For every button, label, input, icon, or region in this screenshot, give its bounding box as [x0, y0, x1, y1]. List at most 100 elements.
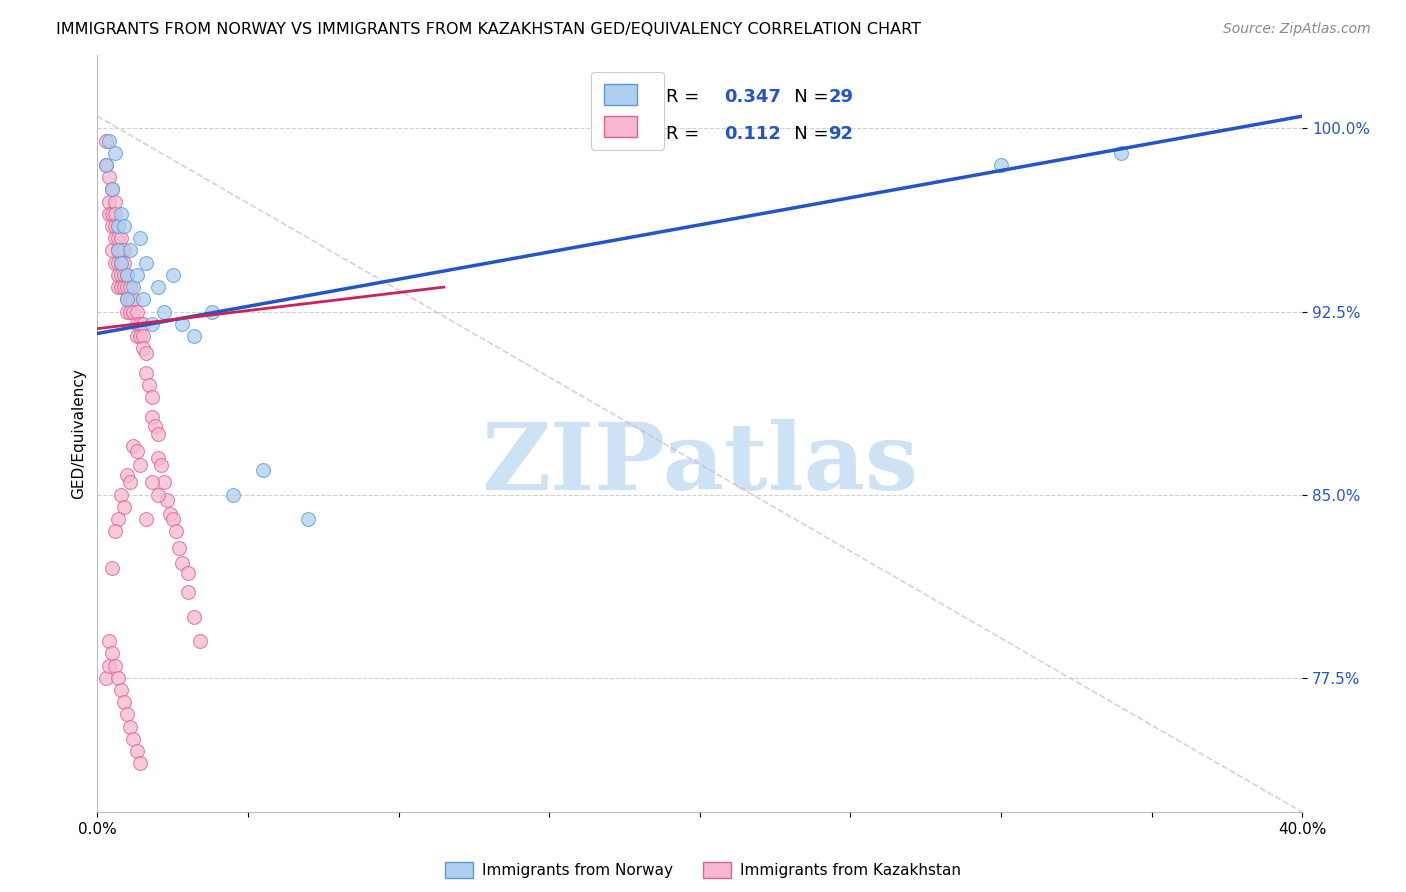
Point	[114, 256, 136, 270]
Point	[98, 658, 121, 673]
Point	[114, 280, 136, 294]
Y-axis label: GED/Equivalency: GED/Equivalency	[72, 368, 86, 500]
Point	[125, 744, 148, 758]
Text: N =: N =	[776, 126, 834, 144]
Point	[135, 256, 157, 270]
Point	[135, 346, 157, 360]
Point	[122, 304, 145, 318]
Point	[201, 304, 224, 318]
Point	[159, 507, 181, 521]
Point	[125, 443, 148, 458]
Point	[222, 488, 245, 502]
Point	[120, 244, 142, 258]
Text: ZIPatlas: ZIPatlas	[481, 419, 918, 509]
Point	[101, 207, 124, 221]
Point	[104, 256, 127, 270]
Point	[110, 268, 132, 282]
Point	[104, 231, 127, 245]
Point	[141, 409, 163, 424]
Point	[110, 256, 132, 270]
Point	[107, 219, 129, 233]
Point	[120, 720, 142, 734]
Point	[107, 268, 129, 282]
Point	[117, 268, 139, 282]
Point	[990, 158, 1012, 172]
Point	[162, 268, 184, 282]
Text: 29: 29	[828, 87, 853, 105]
Point	[122, 731, 145, 746]
Point	[104, 219, 127, 233]
Point	[114, 219, 136, 233]
Point	[107, 219, 129, 233]
Point	[252, 463, 274, 477]
Point	[101, 182, 124, 196]
Point	[152, 475, 174, 490]
Point	[125, 317, 148, 331]
Point	[125, 268, 148, 282]
Point	[98, 170, 121, 185]
Point	[141, 475, 163, 490]
Point	[110, 256, 132, 270]
Point	[177, 566, 200, 580]
Point	[110, 231, 132, 245]
Point	[107, 231, 129, 245]
Point	[138, 377, 160, 392]
Point	[128, 458, 150, 473]
Point	[107, 512, 129, 526]
Point	[125, 329, 148, 343]
Point	[156, 492, 179, 507]
Point	[162, 512, 184, 526]
Text: 92: 92	[828, 126, 853, 144]
Point	[128, 317, 150, 331]
Point	[183, 329, 205, 343]
Text: 0.112: 0.112	[724, 126, 780, 144]
Point	[104, 524, 127, 539]
Point	[167, 541, 190, 556]
Point	[104, 145, 127, 160]
Point	[96, 158, 118, 172]
Text: IMMIGRANTS FROM NORWAY VS IMMIGRANTS FROM KAZAKHSTAN GED/EQUIVALENCY CORRELATION: IMMIGRANTS FROM NORWAY VS IMMIGRANTS FRO…	[56, 22, 921, 37]
Point	[122, 293, 145, 307]
Text: Source: ZipAtlas.com: Source: ZipAtlas.com	[1223, 22, 1371, 37]
Point	[114, 500, 136, 514]
Point	[98, 194, 121, 209]
Point	[110, 280, 132, 294]
Point	[131, 293, 153, 307]
Point	[170, 317, 193, 331]
Point	[110, 244, 132, 258]
Point	[131, 329, 153, 343]
Point	[104, 207, 127, 221]
Point	[165, 524, 187, 539]
Point	[96, 158, 118, 172]
Legend: , : ,	[592, 71, 664, 150]
Point	[125, 304, 148, 318]
Legend: Immigrants from Norway, Immigrants from Kazakhstan: Immigrants from Norway, Immigrants from …	[439, 856, 967, 884]
Point	[122, 280, 145, 294]
Point	[117, 268, 139, 282]
Point	[114, 695, 136, 709]
Point	[98, 207, 121, 221]
Point	[117, 707, 139, 722]
Point	[101, 647, 124, 661]
Text: R =: R =	[666, 87, 704, 105]
Point	[135, 512, 157, 526]
Point	[120, 293, 142, 307]
Point	[101, 561, 124, 575]
Point	[107, 244, 129, 258]
Point	[146, 280, 169, 294]
Point	[141, 390, 163, 404]
Point	[128, 329, 150, 343]
Point	[188, 634, 211, 648]
Point	[120, 475, 142, 490]
Point	[120, 280, 142, 294]
Point	[107, 256, 129, 270]
Point	[131, 341, 153, 355]
Point	[101, 219, 124, 233]
Point	[128, 756, 150, 771]
Point	[98, 134, 121, 148]
Point	[114, 244, 136, 258]
Point	[96, 134, 118, 148]
Text: R =: R =	[666, 126, 710, 144]
Point	[110, 488, 132, 502]
Point	[117, 280, 139, 294]
